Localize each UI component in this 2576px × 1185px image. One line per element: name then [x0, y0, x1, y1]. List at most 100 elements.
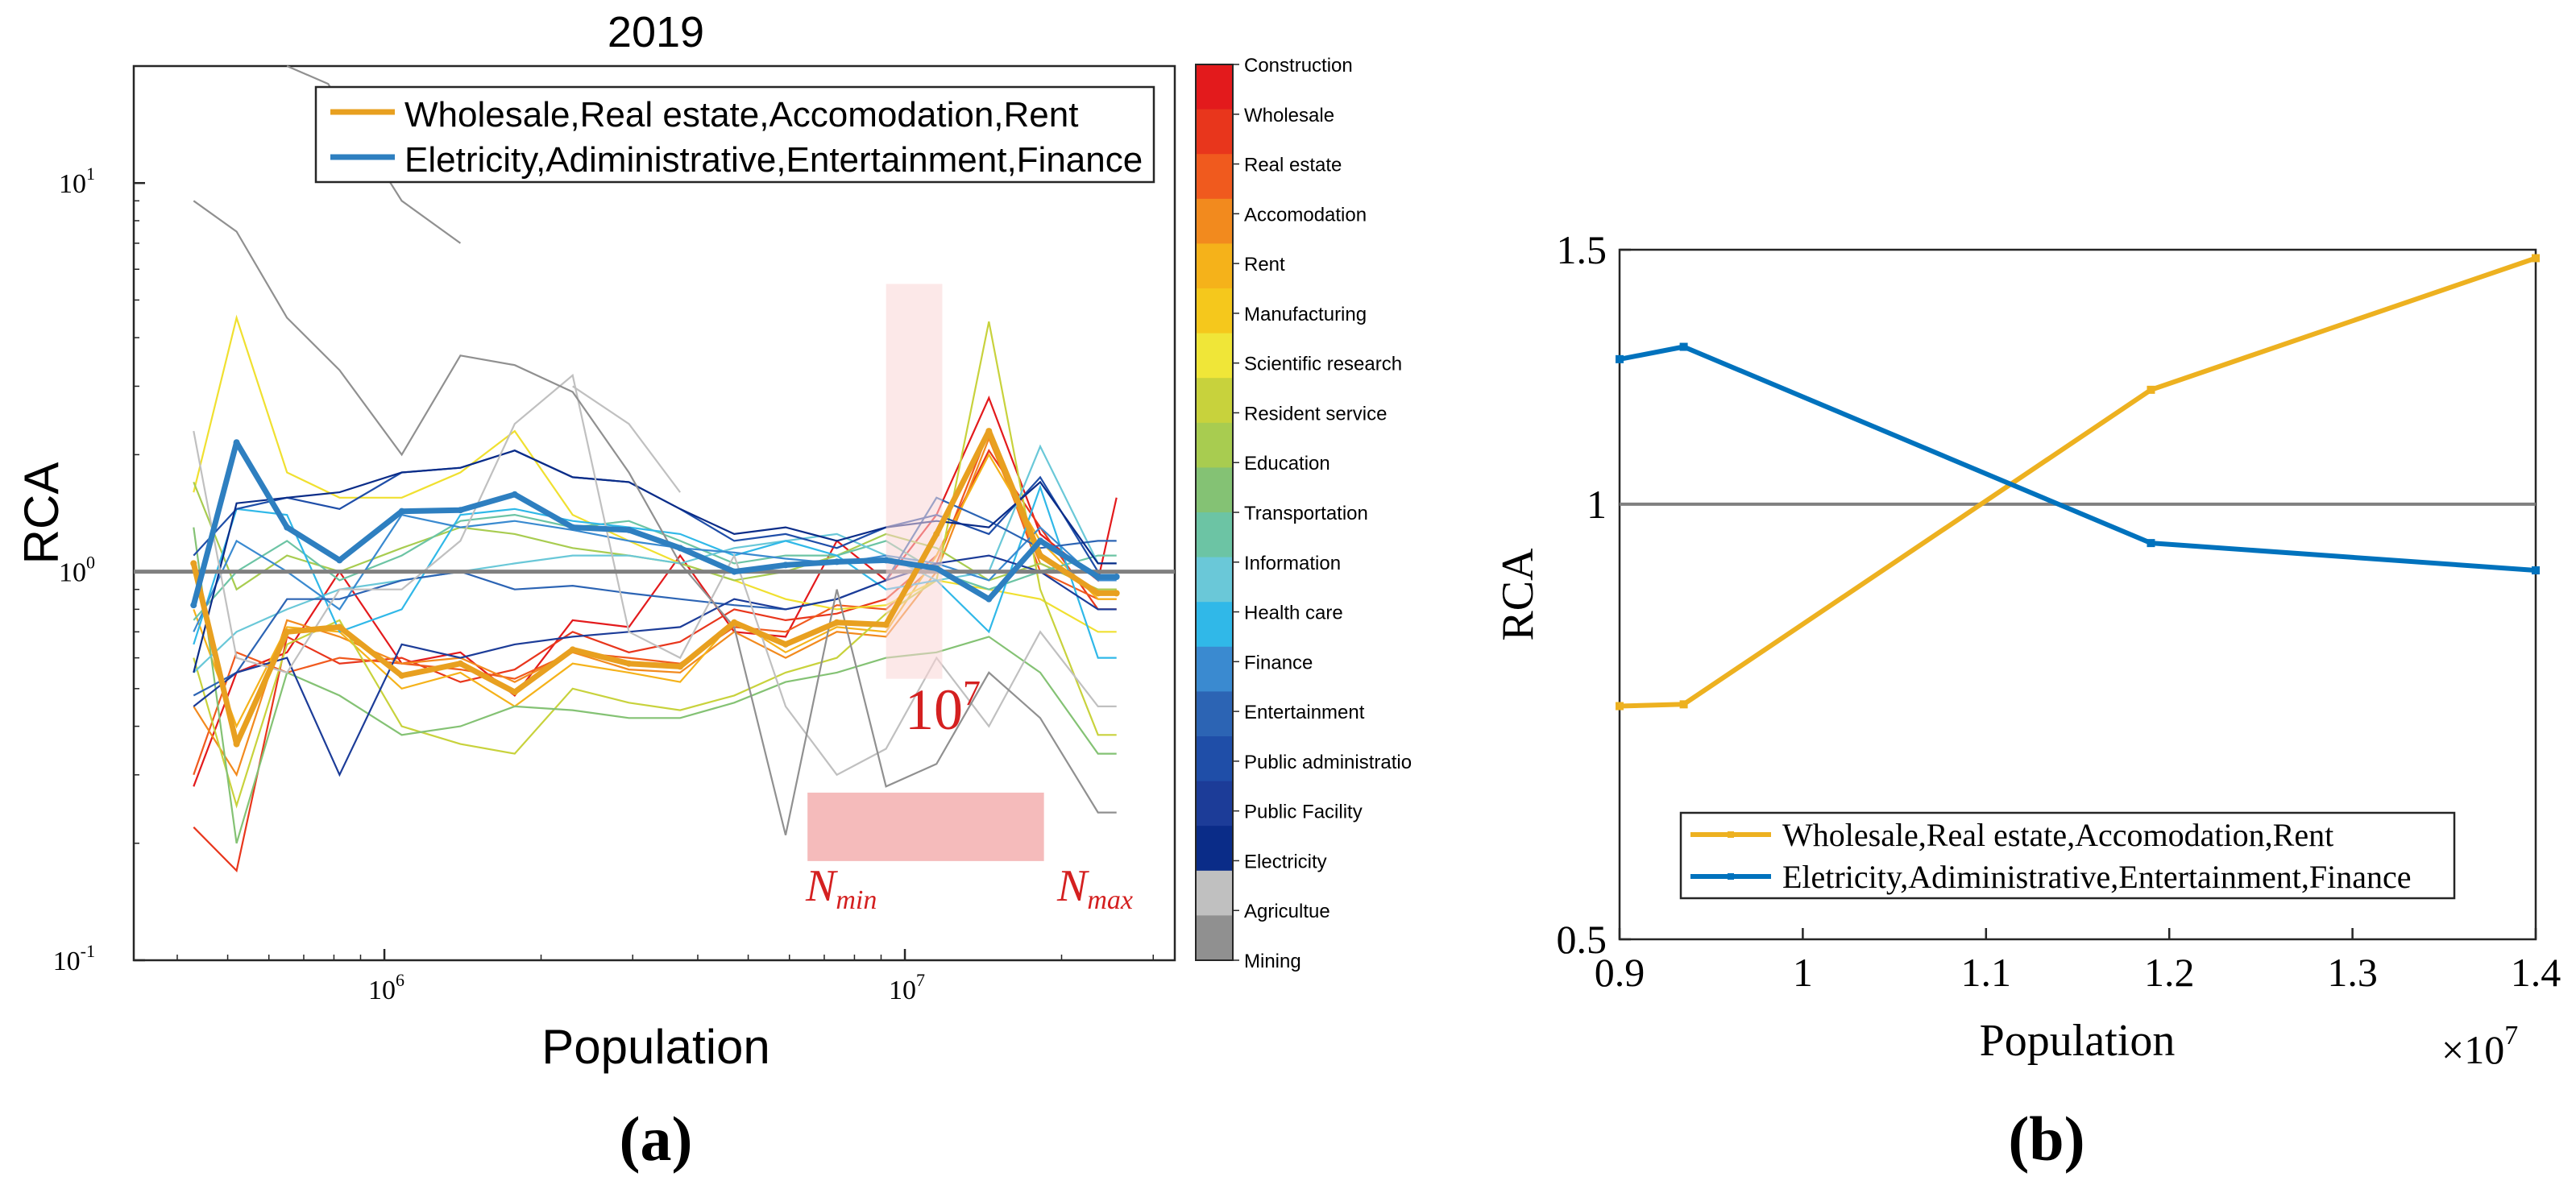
highlight-point	[190, 602, 197, 609]
highlight-point	[985, 428, 993, 435]
y-tick-label: 100	[59, 553, 95, 588]
b-series-marker	[1679, 342, 1688, 351]
panel-a-ylabel: RCA	[15, 462, 68, 565]
legend-label-orange: Wholesale,Real estate,Accomodation,Rent	[404, 95, 1078, 135]
panel-a-legend: Wholesale,Real estate,Accomodation,Rent …	[314, 85, 1155, 184]
highlight-point	[457, 507, 464, 514]
highlight-point	[677, 663, 684, 670]
series-line-entertainment	[193, 496, 1117, 697]
colorbar-label: Wholesale	[1244, 105, 1334, 126]
colorbar-segment	[1196, 198, 1233, 244]
b-x-tick-label: 1	[1793, 950, 1813, 995]
colorbar-segment	[1196, 378, 1233, 424]
highlight-point	[569, 524, 576, 531]
colorbar-label: Scientific research	[1244, 354, 1402, 375]
nmin-base: N	[805, 861, 838, 911]
colorbar-label: Entertainment	[1244, 702, 1365, 723]
series-line-accomodation	[193, 436, 1117, 777]
colorbar-segment	[1196, 422, 1233, 468]
series-line-wholesale	[193, 449, 1117, 873]
series-line-mining	[193, 200, 1117, 835]
b-series-marker	[2147, 539, 2155, 548]
highlight-point	[833, 558, 840, 566]
panel-b: 0.9 1 1.1 1.2 1.3 1.4 0.5 1 1.5 Wholesale,Real e…	[1493, 227, 2561, 1174]
panel-b-x-multiplier: ×107	[2441, 1021, 2518, 1072]
legend-b-marker-orange	[1728, 831, 1734, 838]
highlight-point	[833, 619, 840, 626]
highlight-point	[569, 646, 576, 653]
highlight-point	[882, 557, 890, 564]
colorbar-label: Public administratio	[1244, 752, 1412, 773]
colorbar-segment	[1196, 870, 1233, 916]
colorbar-label: Health care	[1244, 603, 1343, 624]
colorbar-segment	[1196, 557, 1233, 603]
series-line-electricity	[193, 450, 1117, 673]
colorbar-segment	[1196, 646, 1233, 692]
y-tick-label: 101	[59, 164, 95, 199]
colorbar-label: Transportation	[1244, 503, 1368, 524]
colorbar-label: Public Facility	[1244, 802, 1363, 823]
panel-b-legend-box	[1679, 811, 2456, 900]
highlight-point	[782, 640, 790, 648]
colorbar-segment	[1196, 736, 1233, 782]
panel-b-legend: Wholesale,Real estate,Accomodation,Rent …	[1679, 811, 2456, 900]
panel-a-title: 2019	[608, 8, 704, 56]
colorbar-segment	[1196, 602, 1233, 648]
b-series-line-blue	[1619, 344, 2537, 573]
annotation-nmax: Nmax	[1056, 861, 1133, 915]
b-series-marker	[2147, 385, 2155, 394]
highlight-point	[731, 568, 738, 575]
x-tick-label: 107	[889, 970, 925, 1005]
b-series-marker	[1679, 700, 1688, 709]
b-series-marker	[1616, 354, 1624, 363]
colorbar: Construction Wholesale Real estate Accomoda…	[1195, 55, 1412, 972]
panel-a-label: (a)	[620, 1104, 693, 1174]
x-tick-label: 106	[368, 970, 404, 1005]
colorbar-label: Resident service	[1244, 403, 1387, 425]
b-series-line-orange	[1619, 255, 2537, 709]
colorbar-label: Electricity	[1244, 851, 1327, 872]
highlight-point	[284, 524, 291, 531]
panel-a-legend-box	[314, 85, 1155, 184]
highlight-point	[677, 545, 684, 552]
highlight-point	[336, 624, 343, 631]
panel-b-label: (b)	[2008, 1104, 2084, 1174]
highlight-point	[985, 595, 993, 603]
highlight-horizontal-bar	[807, 792, 1044, 861]
colorbar-label: Finance	[1244, 652, 1313, 673]
b-x-tick-label: 1.3	[2327, 950, 2378, 995]
x-multiplier-exp: 7	[2504, 1021, 2518, 1050]
highlight-point	[190, 560, 197, 567]
colorbar-label: Agricultue	[1244, 901, 1330, 922]
nmin-sub: min	[836, 885, 877, 915]
annotation-base: 10	[905, 677, 963, 742]
series-line-public-facility	[193, 554, 1117, 777]
highlight-point	[511, 689, 518, 696]
panel-a-highlight-lines	[190, 428, 1120, 748]
b-series-marker	[2532, 566, 2540, 575]
b-x-tick-label: 1.1	[1961, 950, 2012, 995]
nmax-sub: max	[1087, 885, 1133, 915]
series-line-education	[193, 527, 1117, 844]
legend-b-marker-blue	[1728, 873, 1734, 880]
highlight-point	[625, 526, 633, 533]
highlight-point	[1037, 537, 1044, 545]
b-x-tick-label: 0.9	[1595, 950, 1645, 995]
series-line-transportation	[193, 513, 1117, 621]
highlight-point	[933, 530, 940, 537]
b-y-tick-label: 1	[1587, 482, 1607, 527]
b-x-tick-label: 1.2	[2144, 950, 2195, 995]
colorbar-label: Manufacturing	[1244, 304, 1367, 325]
annotation-ten-to-seven: 107	[905, 673, 981, 742]
highlight-point	[233, 439, 240, 446]
panel-b-ylabel: RCA	[1493, 548, 1543, 641]
x-multiplier-base: ×10	[2441, 1027, 2504, 1072]
colorbar-segment	[1196, 915, 1233, 961]
series-line-agricultue	[193, 373, 1117, 777]
highlight-point	[1113, 573, 1120, 580]
panel-a-industry-lines	[193, 64, 1118, 873]
legend-b-label-blue: Eletricity,Adiministrative,Entertainment…	[1782, 859, 2412, 895]
highlight-point	[233, 740, 240, 748]
nmax-base: N	[1056, 861, 1089, 911]
colorbar-label: Rent	[1244, 254, 1285, 276]
